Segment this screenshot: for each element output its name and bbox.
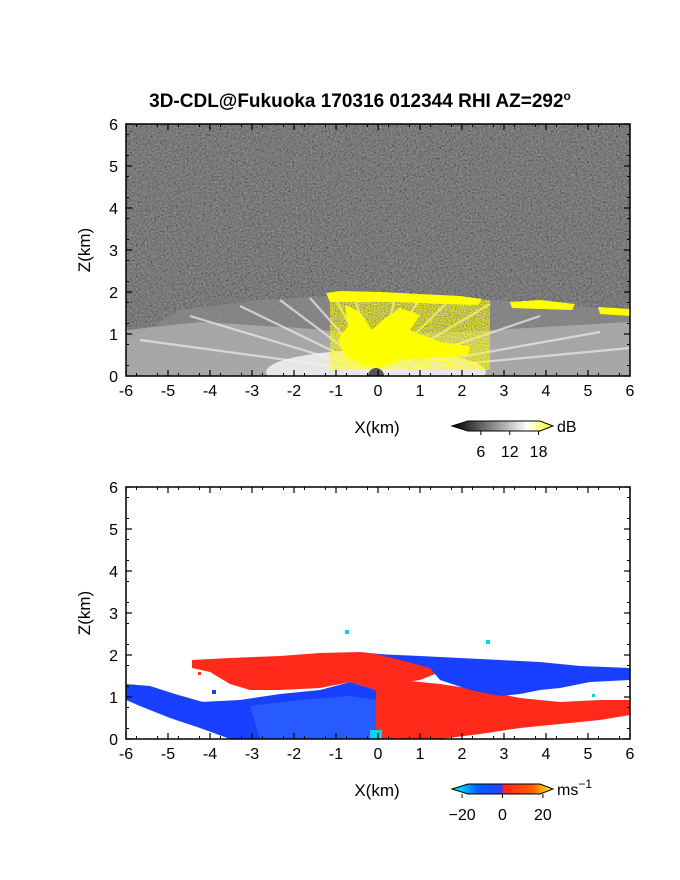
left-trail-velocity-region <box>126 684 240 716</box>
velocity-colorbar-unit-base: ms <box>557 782 578 799</box>
velocity-y-tick-label: 0 <box>109 732 118 749</box>
velocity-x-tick-label: -1 <box>329 746 343 763</box>
velocity-y-tick-label: 1 <box>109 690 118 707</box>
backscatter-x-tick-label: 4 <box>542 383 551 400</box>
velocity-x-tick-label: 4 <box>542 746 551 763</box>
velocity-y-tick-label: 3 <box>109 606 118 623</box>
strong-echo-speckle <box>330 300 490 370</box>
backscatter-axes: -6 -5 -4 -3 -2 -1 0 1 2 3 4 5 6 0 1 2 3 4 5 6 <box>109 117 634 400</box>
backscatter-colorbar-tick-label: 18 <box>530 444 548 461</box>
backscatter-field <box>126 291 630 376</box>
upper-positive-velocity-region <box>192 652 440 690</box>
velocity-x-axis-label: X(km) <box>354 781 399 800</box>
backscatter-colorbar: 6 12 18 dB <box>450 419 577 461</box>
backscatter-y-tick-label: 6 <box>109 117 118 134</box>
backscatter-x-tick-label: 1 <box>416 383 425 400</box>
backscatter-y-tick-label: 1 <box>109 327 118 344</box>
backscatter-y-tick-label: 2 <box>109 285 118 302</box>
velocity-y-tick-label: 6 <box>109 480 118 497</box>
velocity-colorbar-bar <box>450 783 555 795</box>
velocity-x-tick-label: -2 <box>287 746 301 763</box>
velocity-colorbar-tick-label: 0 <box>498 807 507 824</box>
velocity-x-tick-label: 0 <box>374 746 383 763</box>
backscatter-y-tick-label: 0 <box>109 369 118 386</box>
velocity-x-tick-label: 3 <box>500 746 509 763</box>
velocity-x-tick-label: -4 <box>203 746 217 763</box>
backscatter-y-tick-label: 4 <box>109 201 118 218</box>
velocity-axes: -6 -5 -4 -3 -2 -1 0 1 2 3 4 5 6 0 1 2 3 4 5 6 <box>109 480 634 763</box>
velocity-colorbar: −20 0 20 ms−1 <box>449 777 593 824</box>
backscatter-x-tick-label: -1 <box>329 383 343 400</box>
upper-negative-velocity-region <box>376 654 630 696</box>
velocity-colorbar-tick-label: 20 <box>534 807 552 824</box>
velocity-x-tick-label: -3 <box>245 746 259 763</box>
velocity-x-tick-label: 6 <box>626 746 635 763</box>
backscatter-x-tick-label: -3 <box>245 383 259 400</box>
backscatter-y-axis-label: Z(km) <box>75 228 94 272</box>
velocity-colorbar-ticks: −20 0 20 <box>449 794 552 824</box>
backscatter-colorbar-tick-label: 6 <box>476 444 485 461</box>
backscatter-x-tick-label: 6 <box>626 383 635 400</box>
velocity-colorbar-unit-superscript: −1 <box>578 777 592 791</box>
velocity-panel: -6 -5 -4 -3 -2 -1 0 1 2 3 4 5 6 0 1 2 3 4 5 6 X(km) Z(km) −… <box>75 480 635 824</box>
backscatter-x-axis-label: X(km) <box>354 418 399 437</box>
velocity-colorbar-tick-label: −20 <box>449 807 476 824</box>
backscatter-x-tick-label: 0 <box>374 383 383 400</box>
velocity-x-tick-label: 2 <box>458 746 467 763</box>
chart-title: 3D-CDL@Fukuoka 170316 012344 RHI AZ=292o <box>149 89 571 112</box>
backscatter-colorbar-ticks: 6 12 18 <box>476 431 548 461</box>
velocity-field <box>126 630 630 739</box>
backscatter-colorbar-bar <box>450 420 555 432</box>
backscatter-y-tick-label: 3 <box>109 243 118 260</box>
lower-positive-velocity-region <box>376 680 630 739</box>
velocity-y-axis-label: Z(km) <box>75 591 94 635</box>
backscatter-colorbar-tick-label: 12 <box>501 444 519 461</box>
velocity-y-tick-label: 5 <box>109 522 118 539</box>
velocity-x-tick-label: -6 <box>119 746 133 763</box>
velocity-x-tick-label: -5 <box>161 746 175 763</box>
radar-site-marker <box>368 368 384 376</box>
backscatter-x-tick-label: 5 <box>584 383 593 400</box>
backscatter-x-tick-label: -4 <box>203 383 217 400</box>
velocity-colorbar-unit: ms−1 <box>557 777 592 799</box>
velocity-x-tick-label: 1 <box>416 746 425 763</box>
velocity-x-tick-label: 5 <box>584 746 593 763</box>
velocity-y-tick-label: 2 <box>109 648 118 665</box>
backscatter-x-tick-label: -2 <box>287 383 301 400</box>
backscatter-x-tick-label: -6 <box>119 383 133 400</box>
lower-negative-velocity-core <box>250 696 376 739</box>
velocity-y-tick-label: 4 <box>109 564 118 581</box>
backscatter-x-tick-label: 3 <box>500 383 509 400</box>
backscatter-x-tick-label: -5 <box>161 383 175 400</box>
backscatter-y-tick-label: 5 <box>109 159 118 176</box>
backscatter-colorbar-unit: dB <box>557 419 577 436</box>
title-degree-superscript: o <box>564 89 571 103</box>
backscatter-x-tick-label: 2 <box>458 383 467 400</box>
velocity-speckles <box>198 630 595 739</box>
